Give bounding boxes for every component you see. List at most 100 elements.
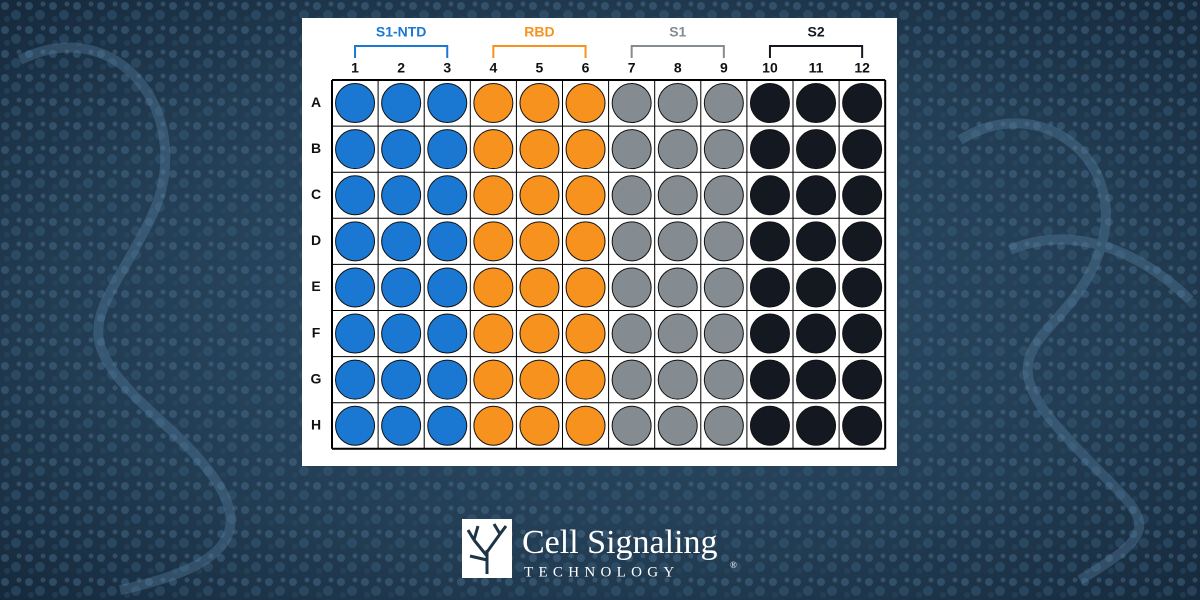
well — [473, 129, 514, 170]
well — [473, 267, 514, 308]
well — [749, 83, 790, 124]
well — [565, 221, 606, 262]
group-label: S1-NTD — [376, 24, 427, 40]
well — [381, 221, 422, 262]
row-label: C — [311, 186, 321, 202]
well — [611, 83, 652, 124]
well — [749, 129, 790, 170]
well — [749, 267, 790, 308]
well — [749, 313, 790, 354]
logo-name: Cell Signaling — [522, 524, 718, 561]
well — [611, 267, 652, 308]
well — [473, 83, 514, 124]
well — [657, 221, 698, 262]
well — [519, 313, 560, 354]
row-label: F — [312, 324, 321, 340]
well — [427, 83, 468, 124]
well — [381, 83, 422, 124]
well — [749, 405, 790, 446]
column-label: 10 — [762, 60, 778, 76]
well — [703, 359, 744, 400]
row-label: H — [311, 416, 321, 432]
well — [519, 221, 560, 262]
logo-tree — [466, 523, 508, 574]
well — [611, 405, 652, 446]
well — [703, 405, 744, 446]
well — [657, 405, 698, 446]
row-label: A — [311, 94, 321, 110]
well — [657, 83, 698, 124]
column-label: 5 — [536, 60, 544, 76]
well — [703, 267, 744, 308]
well — [611, 129, 652, 170]
well — [335, 221, 376, 262]
well — [657, 129, 698, 170]
column-label: 11 — [809, 60, 824, 76]
well — [381, 175, 422, 216]
logo: Cell Signaling TECHNOLOGY ® — [462, 519, 737, 580]
well — [842, 83, 883, 124]
well — [335, 313, 376, 354]
row-label: B — [311, 140, 321, 156]
group-bracket — [630, 45, 725, 58]
well — [796, 267, 837, 308]
well — [473, 313, 514, 354]
well — [335, 83, 376, 124]
well — [381, 405, 422, 446]
group-bracket — [492, 45, 587, 58]
well — [749, 221, 790, 262]
well — [565, 405, 606, 446]
well — [703, 221, 744, 262]
well — [335, 405, 376, 446]
well — [381, 359, 422, 400]
column-label: 6 — [582, 60, 590, 76]
well — [565, 267, 606, 308]
well — [427, 129, 468, 170]
well — [611, 175, 652, 216]
well — [796, 129, 837, 170]
row-label: D — [311, 232, 321, 248]
well — [842, 313, 883, 354]
well — [657, 359, 698, 400]
group-label: S2 — [807, 24, 824, 40]
column-label: 4 — [489, 60, 497, 76]
well — [657, 267, 698, 308]
well — [703, 129, 744, 170]
well — [657, 175, 698, 216]
well — [427, 405, 468, 446]
well — [519, 405, 560, 446]
well — [473, 221, 514, 262]
well — [519, 129, 560, 170]
well — [842, 359, 883, 400]
well — [796, 175, 837, 216]
row-label: E — [311, 278, 320, 294]
well — [657, 313, 698, 354]
well — [335, 267, 376, 308]
group-label: S1 — [669, 24, 686, 40]
well — [565, 129, 606, 170]
well — [473, 359, 514, 400]
well — [796, 221, 837, 262]
column-label: 2 — [397, 60, 405, 76]
well — [796, 313, 837, 354]
well — [703, 175, 744, 216]
well — [519, 267, 560, 308]
well — [427, 313, 468, 354]
well — [842, 221, 883, 262]
well — [611, 221, 652, 262]
well — [796, 83, 837, 124]
well — [335, 359, 376, 400]
well — [335, 175, 376, 216]
well — [473, 405, 514, 446]
well — [565, 83, 606, 124]
well — [427, 359, 468, 400]
group-bracket — [768, 45, 864, 58]
column-label: 7 — [628, 60, 636, 76]
well — [703, 83, 744, 124]
well — [796, 359, 837, 400]
group-bracket — [354, 45, 449, 58]
well — [749, 175, 790, 216]
group-label: RBD — [524, 24, 554, 40]
